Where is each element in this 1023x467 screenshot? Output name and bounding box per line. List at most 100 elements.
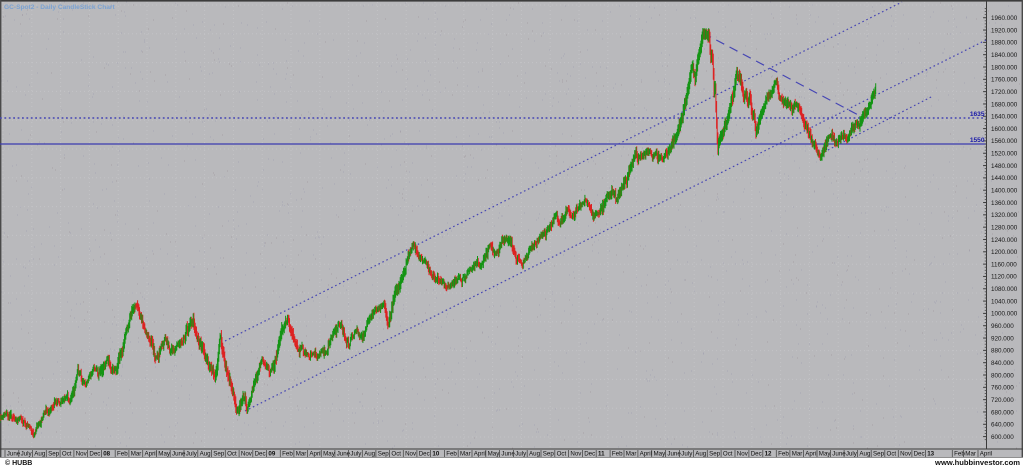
svg-text:July: July bbox=[515, 451, 527, 458]
svg-text:Mar: Mar bbox=[296, 451, 307, 458]
svg-text:Mar: Mar bbox=[460, 451, 471, 458]
svg-text:July: July bbox=[846, 451, 858, 458]
svg-text:Oct: Oct bbox=[557, 451, 567, 458]
svg-text:11: 11 bbox=[598, 451, 605, 458]
svg-text:10: 10 bbox=[432, 451, 439, 458]
svg-text:Aug: Aug bbox=[695, 451, 707, 458]
svg-text:960.000: 960.000 bbox=[991, 323, 1014, 330]
svg-text:1080.000: 1080.000 bbox=[991, 286, 1018, 293]
svg-text:1760.000: 1760.000 bbox=[991, 77, 1018, 84]
svg-text:Oct: Oct bbox=[391, 451, 401, 458]
svg-text:Sep: Sep bbox=[48, 451, 60, 458]
svg-text:June: June bbox=[337, 451, 351, 458]
svg-text:1640.000: 1640.000 bbox=[991, 114, 1018, 121]
svg-text:1040.000: 1040.000 bbox=[991, 298, 1018, 305]
svg-text:Aug: Aug bbox=[859, 451, 871, 458]
svg-text:Dec: Dec bbox=[584, 451, 595, 458]
svg-text:Aug: Aug bbox=[364, 451, 376, 458]
svg-text:Nov: Nov bbox=[900, 451, 912, 458]
svg-text:1880.000: 1880.000 bbox=[991, 40, 1018, 47]
svg-text:1480.000: 1480.000 bbox=[991, 163, 1018, 170]
svg-text:June: June bbox=[172, 451, 186, 458]
svg-text:1800.000: 1800.000 bbox=[991, 64, 1018, 71]
svg-text:Nov: Nov bbox=[570, 451, 582, 458]
svg-text:Dec: Dec bbox=[419, 451, 430, 458]
svg-text:Feb: Feb bbox=[117, 451, 128, 458]
svg-text:June: June bbox=[7, 451, 21, 458]
svg-text:Sep: Sep bbox=[873, 451, 885, 458]
svg-text:Aug: Aug bbox=[200, 451, 212, 458]
svg-text:© HUBB: © HUBB bbox=[5, 459, 32, 467]
svg-text:Feb: Feb bbox=[612, 451, 623, 458]
svg-text:Feb: Feb bbox=[954, 451, 965, 458]
svg-text:Nov: Nov bbox=[405, 451, 417, 458]
svg-text:1000.000: 1000.000 bbox=[991, 311, 1018, 318]
svg-text:Mar: Mar bbox=[131, 451, 142, 458]
svg-text:Sep: Sep bbox=[213, 451, 225, 458]
svg-text:Mar: Mar bbox=[965, 451, 976, 458]
svg-text:Sep: Sep bbox=[709, 451, 721, 458]
svg-text:Sep: Sep bbox=[378, 451, 390, 458]
svg-text:1440.000: 1440.000 bbox=[991, 175, 1018, 182]
svg-text:www.hubbinvestor.com: www.hubbinvestor.com bbox=[934, 458, 1020, 467]
svg-text:640.000: 640.000 bbox=[991, 422, 1014, 429]
svg-text:1635: 1635 bbox=[970, 111, 985, 118]
svg-text:Nov: Nov bbox=[76, 451, 88, 458]
svg-text:GC-Spot2 - Daily CandleStick C: GC-Spot2 - Daily CandleStick Chart bbox=[4, 4, 115, 11]
svg-text:April: April bbox=[980, 451, 992, 458]
svg-text:Feb: Feb bbox=[778, 451, 789, 458]
svg-text:April: April bbox=[309, 451, 321, 458]
svg-text:1160.000: 1160.000 bbox=[991, 261, 1017, 268]
svg-text:June: June bbox=[501, 451, 515, 458]
svg-text:1720.000: 1720.000 bbox=[991, 89, 1018, 96]
svg-text:760.000: 760.000 bbox=[991, 385, 1014, 392]
svg-text:1320.000: 1320.000 bbox=[991, 212, 1018, 219]
svg-text:1520.000: 1520.000 bbox=[991, 151, 1018, 158]
svg-text:1920.000: 1920.000 bbox=[991, 27, 1018, 34]
svg-text:Mar: Mar bbox=[626, 451, 637, 458]
svg-text:12: 12 bbox=[765, 451, 772, 458]
svg-text:680.000: 680.000 bbox=[991, 409, 1014, 416]
svg-text:July: July bbox=[681, 451, 693, 458]
svg-text:April: April bbox=[805, 451, 817, 458]
svg-text:Nov: Nov bbox=[737, 451, 749, 458]
svg-text:1280.000: 1280.000 bbox=[991, 224, 1018, 231]
svg-text:1600.000: 1600.000 bbox=[991, 126, 1018, 133]
svg-text:July: July bbox=[21, 451, 33, 458]
svg-text:May: May bbox=[158, 451, 171, 458]
svg-text:13: 13 bbox=[927, 451, 934, 458]
svg-text:May: May bbox=[819, 451, 832, 458]
svg-text:Dec: Dec bbox=[914, 451, 925, 458]
svg-text:1240.000: 1240.000 bbox=[991, 237, 1018, 244]
svg-text:08: 08 bbox=[103, 451, 110, 458]
svg-text:09: 09 bbox=[268, 451, 275, 458]
svg-text:Aug: Aug bbox=[529, 451, 541, 458]
svg-text:Feb: Feb bbox=[446, 451, 457, 458]
svg-text:1120.000: 1120.000 bbox=[991, 274, 1017, 281]
svg-text:1550: 1550 bbox=[970, 137, 985, 144]
svg-text:Dec: Dec bbox=[255, 451, 266, 458]
svg-text:1360.000: 1360.000 bbox=[991, 200, 1018, 207]
svg-text:Aug: Aug bbox=[34, 451, 46, 458]
svg-text:1960.000: 1960.000 bbox=[991, 15, 1018, 22]
svg-text:May: May bbox=[654, 451, 667, 458]
svg-text:July: July bbox=[186, 451, 198, 458]
svg-text:April: April bbox=[145, 451, 157, 458]
svg-text:Oct: Oct bbox=[723, 451, 733, 458]
svg-text:Dec: Dec bbox=[751, 451, 762, 458]
svg-text:Oct: Oct bbox=[62, 451, 72, 458]
svg-text:720.000: 720.000 bbox=[991, 397, 1014, 404]
svg-text:April: April bbox=[474, 451, 486, 458]
svg-text:1840.000: 1840.000 bbox=[991, 52, 1018, 59]
svg-text:April: April bbox=[640, 451, 652, 458]
svg-text:May: May bbox=[488, 451, 501, 458]
svg-text:1200.000: 1200.000 bbox=[991, 249, 1018, 256]
svg-text:920.000: 920.000 bbox=[991, 335, 1014, 342]
svg-text:1680.000: 1680.000 bbox=[991, 101, 1018, 108]
svg-text:Feb: Feb bbox=[282, 451, 293, 458]
svg-text:600.000: 600.000 bbox=[991, 434, 1014, 441]
svg-text:840.000: 840.000 bbox=[991, 360, 1014, 367]
svg-text:June: June bbox=[832, 451, 846, 458]
svg-text:Nov: Nov bbox=[241, 451, 253, 458]
svg-text:800.000: 800.000 bbox=[991, 372, 1014, 379]
